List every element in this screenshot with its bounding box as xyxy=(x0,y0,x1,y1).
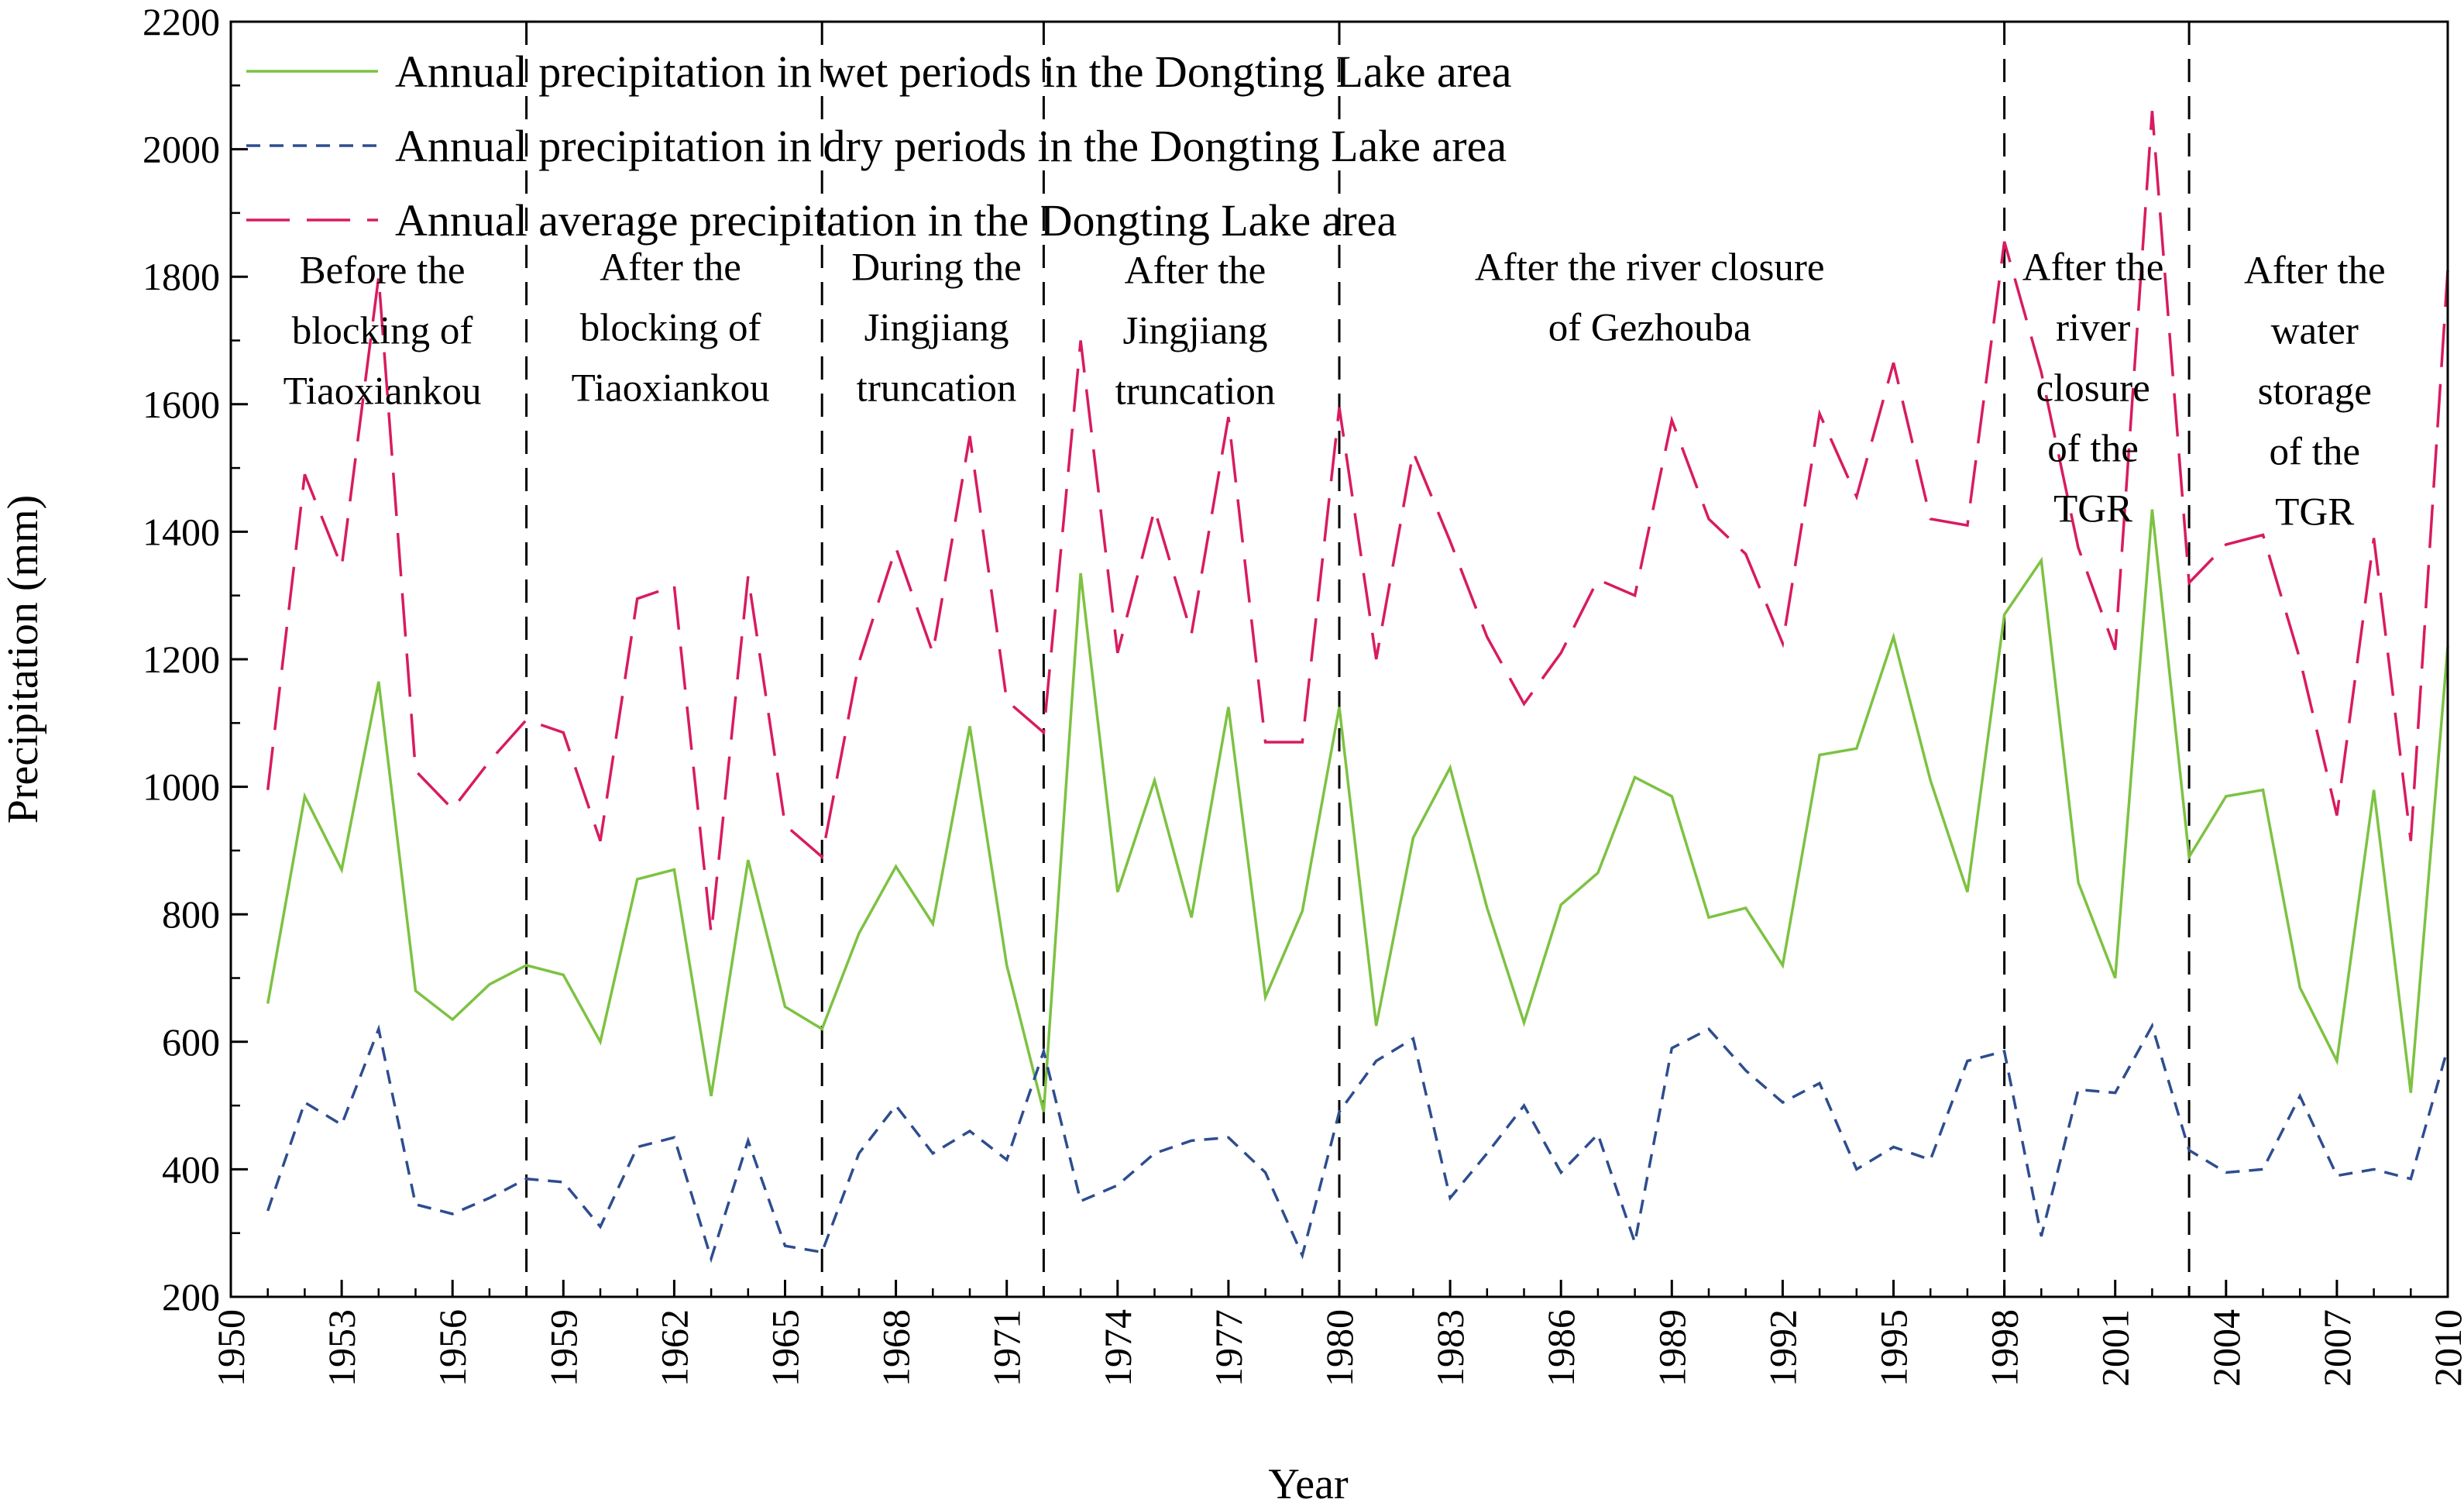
period-label-5: After the river closure of Gezhouba xyxy=(1475,246,1825,349)
series-line-3 xyxy=(266,111,2449,934)
series-layer xyxy=(266,111,2449,1264)
period-label-line: Tiaoxiankou xyxy=(572,366,770,410)
period-label-line: After the xyxy=(2244,249,2386,292)
period-label-line: storage xyxy=(2258,370,2372,413)
period-label-line: After the xyxy=(600,246,741,289)
y-tick-label-1600: 1600 xyxy=(143,383,220,426)
y-tick-label-200: 200 xyxy=(162,1275,220,1319)
y-tick-label-1200: 1200 xyxy=(143,638,220,681)
legend-label-2: Annual precipitation in dry periods in t… xyxy=(395,121,1507,171)
y-tick-label-1800: 1800 xyxy=(143,255,220,298)
x-tick-label-1974: 1974 xyxy=(1096,1309,1139,1387)
period-label-line: blocking of xyxy=(580,306,761,349)
x-tick-label-1986: 1986 xyxy=(1539,1309,1583,1387)
x-tick-label-1956: 1956 xyxy=(431,1309,474,1387)
period-label-line: Jingjiang xyxy=(1122,309,1267,352)
period-label-line: truncation xyxy=(1115,370,1276,413)
period-label-7: After the water storage of the TGR xyxy=(2244,249,2386,534)
x-tick-label-1950: 1950 xyxy=(209,1309,253,1387)
period-label-3: During the Jingjiang truncation xyxy=(851,246,1022,410)
series-line-1 xyxy=(266,509,2449,1112)
period-label-line: water xyxy=(2271,309,2359,352)
period-divider-layer xyxy=(525,22,2191,1297)
period-label-line: blocking of xyxy=(292,309,473,352)
period-label-line: TGR xyxy=(2275,490,2354,534)
y-tick-label-1000: 1000 xyxy=(143,765,220,809)
x-tick-label-1959: 1959 xyxy=(541,1309,585,1387)
period-label-line: After the xyxy=(2022,246,2164,289)
x-tick-label-1980: 1980 xyxy=(1318,1309,1361,1387)
period-label-1: Before the blocking of Tiaoxiankou xyxy=(284,249,482,413)
period-label-2: After the blocking of Tiaoxiankou xyxy=(572,246,770,410)
y-tick-label-2000: 2000 xyxy=(143,128,220,171)
legend-label-1: Annual precipitation in wet periods in t… xyxy=(395,46,1512,97)
y-tick-label-1400: 1400 xyxy=(143,510,220,553)
period-label-line: of the xyxy=(2047,427,2139,470)
series-line-2 xyxy=(266,1022,2449,1264)
x-tick-label-2001: 2001 xyxy=(2094,1309,2137,1387)
period-label-line: After the river closure xyxy=(1475,246,1825,289)
x-tick-label-1968: 1968 xyxy=(875,1309,918,1387)
period-label-line: of Gezhouba xyxy=(1548,306,1751,349)
x-tick-label-2007: 2007 xyxy=(2315,1309,2359,1387)
x-tick-label-1989: 1989 xyxy=(1650,1309,1693,1387)
period-label-6: After the river closure of the TGR xyxy=(2022,246,2164,531)
y-tick-label-600: 600 xyxy=(162,1020,220,1064)
period-label-line: of the xyxy=(2270,430,2361,473)
period-label-line: truncation xyxy=(857,366,1017,410)
period-label-line: Jingjiang xyxy=(864,306,1009,349)
x-tick-label-1962: 1962 xyxy=(652,1309,696,1387)
y-tick-label-400: 400 xyxy=(162,1147,220,1191)
x-tick-label-1965: 1965 xyxy=(764,1309,807,1387)
x-tick-label-1995: 1995 xyxy=(1872,1309,1916,1387)
period-label-line: Tiaoxiankou xyxy=(284,370,482,413)
period-label-line: During the xyxy=(851,246,1022,289)
x-tick-label-1992: 1992 xyxy=(1761,1309,1804,1387)
period-label-line: TGR xyxy=(2053,487,2132,531)
x-tick-label-1983: 1983 xyxy=(1428,1309,1472,1387)
period-label-line: Before the xyxy=(300,249,466,292)
x-tick-label-2010: 2010 xyxy=(2426,1309,2464,1387)
period-label-line: After the xyxy=(1125,249,1266,292)
period-label-line: closure xyxy=(2036,366,2150,410)
legend: Annual precipitation in wet periods in t… xyxy=(246,46,1512,246)
y-tick-label-800: 800 xyxy=(162,892,220,936)
x-axis-title: Year xyxy=(1268,1460,1349,1506)
y-axis-title: Precipitation (mm) xyxy=(0,495,47,824)
y-tick-label-2200: 2200 xyxy=(143,0,220,43)
period-label-4: After the Jingjiang truncation xyxy=(1115,249,1276,413)
x-tick-label-1953: 1953 xyxy=(320,1309,363,1387)
legend-label-3: Annual average precipitation in the Dong… xyxy=(395,195,1397,246)
x-tick-label-1977: 1977 xyxy=(1207,1309,1250,1387)
x-tick-label-1971: 1971 xyxy=(985,1309,1029,1387)
period-label-line: river xyxy=(2056,306,2130,349)
x-tick-label-1998: 1998 xyxy=(1983,1309,2026,1387)
x-tick-label-2004: 2004 xyxy=(2205,1309,2248,1387)
